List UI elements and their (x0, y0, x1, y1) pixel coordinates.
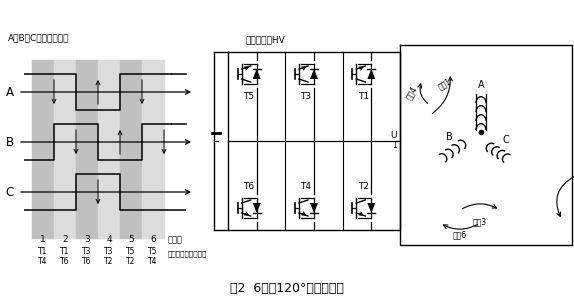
Text: T2: T2 (126, 257, 135, 266)
Text: T4: T4 (38, 257, 48, 266)
Text: A: A (478, 80, 484, 90)
Text: T3: T3 (104, 248, 114, 256)
Text: 步长4: 步长4 (405, 84, 420, 101)
Polygon shape (253, 69, 261, 79)
Text: 步长数: 步长数 (168, 236, 183, 244)
Text: 2: 2 (62, 236, 68, 244)
Text: T6: T6 (60, 257, 70, 266)
Text: T1: T1 (38, 248, 48, 256)
Text: B: B (6, 136, 14, 148)
Text: C: C (503, 135, 509, 145)
Text: 直流高电压HV: 直流高电压HV (246, 35, 286, 44)
Text: T5: T5 (126, 248, 135, 256)
Text: C: C (6, 185, 14, 199)
Text: T1: T1 (358, 92, 369, 101)
Text: 步长1: 步长1 (437, 76, 453, 92)
Text: A: A (6, 85, 14, 98)
Text: T2: T2 (104, 257, 114, 266)
Text: T4: T4 (301, 182, 312, 191)
Bar (76, 60, 98, 238)
Text: T5: T5 (148, 248, 158, 256)
Bar (32, 60, 54, 238)
Text: 1: 1 (392, 142, 397, 151)
Polygon shape (310, 69, 318, 79)
Text: 步长6: 步长6 (453, 230, 467, 239)
Text: A、B、C三相的相电流: A、B、C三相的相电流 (8, 34, 69, 43)
Polygon shape (367, 69, 375, 79)
Polygon shape (253, 203, 261, 213)
Bar (54, 60, 76, 238)
Bar (120, 60, 142, 238)
Polygon shape (310, 203, 318, 213)
Text: B: B (445, 132, 452, 142)
Text: T6: T6 (243, 182, 254, 191)
Text: T3: T3 (300, 92, 312, 101)
Text: T3: T3 (82, 248, 92, 256)
Text: U: U (390, 131, 397, 140)
Text: 图2  6步长120°的驱动模式: 图2 6步长120°的驱动模式 (230, 281, 344, 295)
Text: 3: 3 (84, 236, 90, 244)
Text: T6: T6 (82, 257, 92, 266)
Text: 1: 1 (40, 236, 46, 244)
Bar (142, 60, 164, 238)
Text: T5: T5 (243, 92, 254, 101)
Text: T1: T1 (60, 248, 69, 256)
Text: 步长3: 步长3 (473, 218, 487, 226)
Text: 4: 4 (106, 236, 112, 244)
Text: 每步中导通的晶体管: 每步中导通的晶体管 (168, 251, 207, 257)
Polygon shape (367, 203, 375, 213)
Text: T2: T2 (358, 182, 369, 191)
Text: T4: T4 (148, 257, 158, 266)
Bar (98, 60, 120, 238)
Text: 5: 5 (128, 236, 134, 244)
Text: 6: 6 (150, 236, 156, 244)
